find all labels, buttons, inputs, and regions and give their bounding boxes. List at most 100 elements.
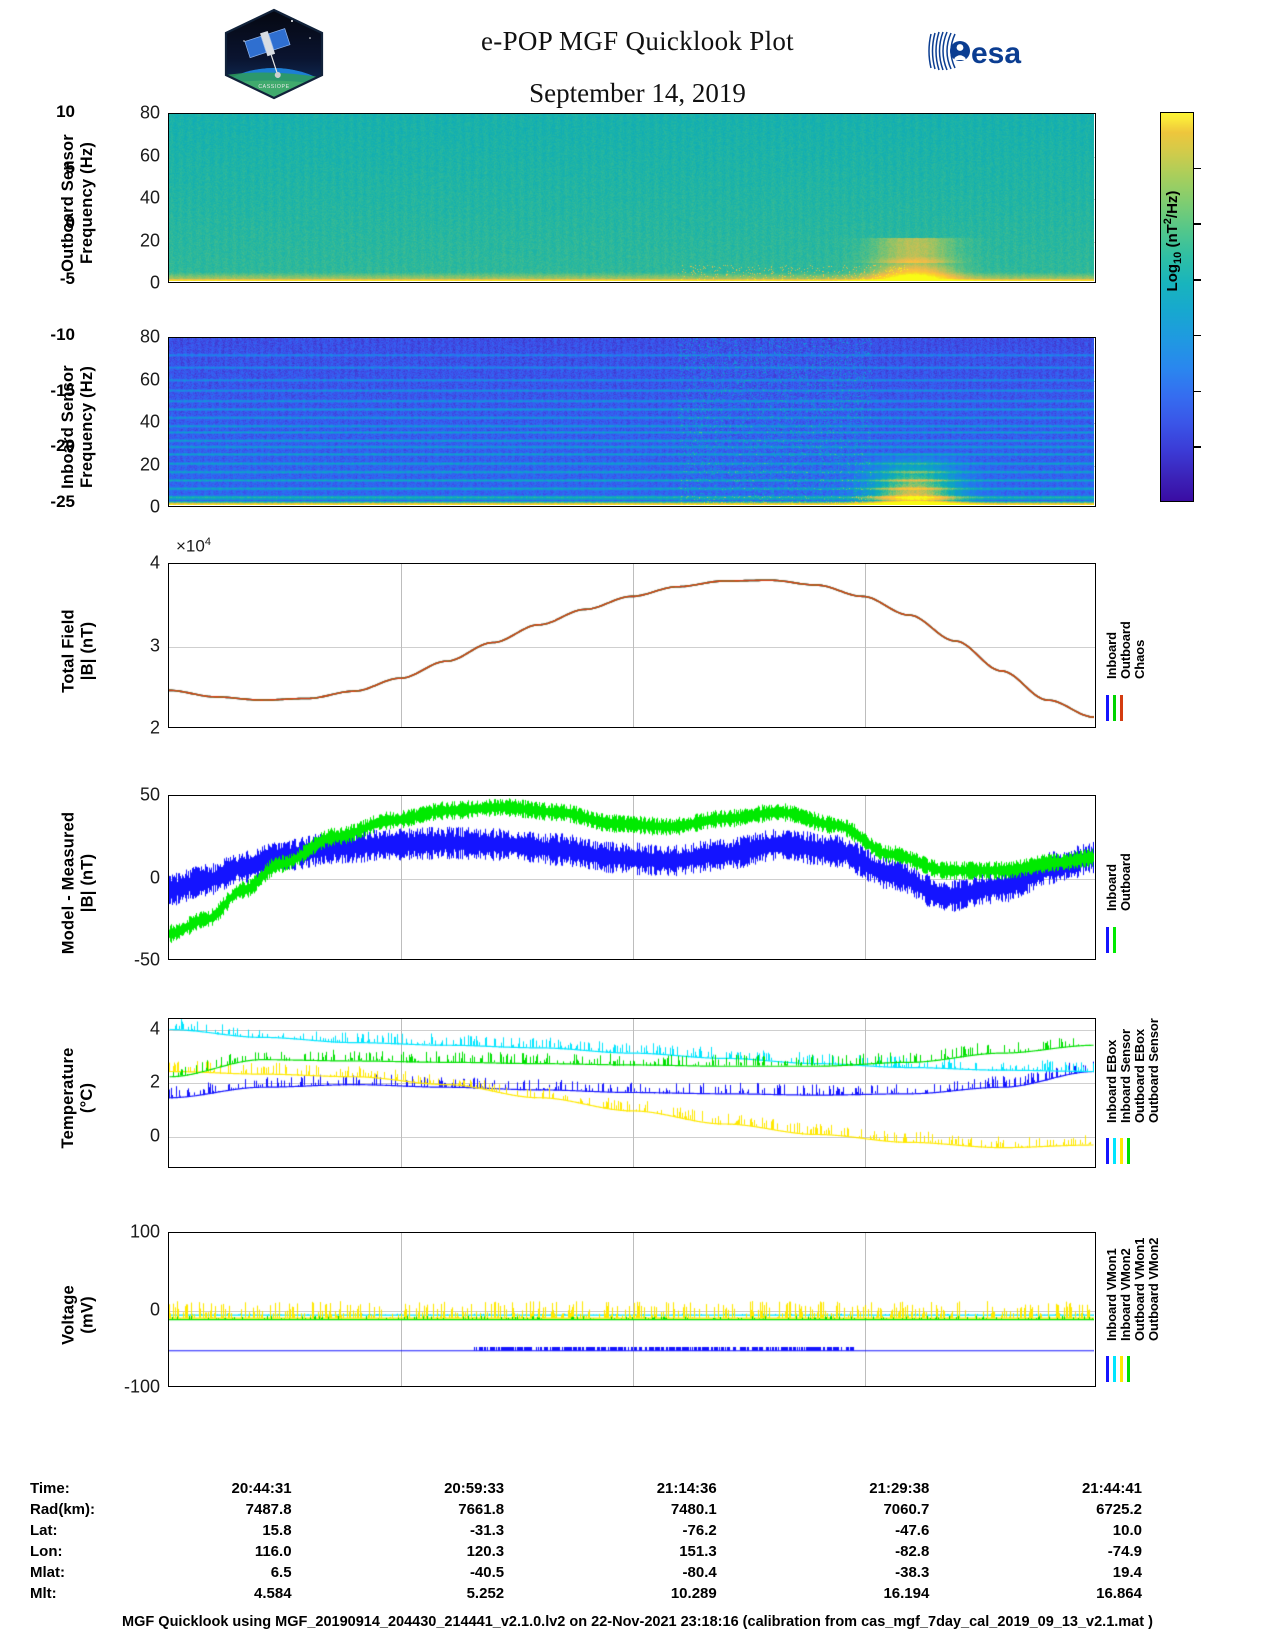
panel-model-minus-measured [168,795,1096,960]
colorbar-label-unit-open: (nT [1164,224,1181,252]
colorbar [1160,112,1194,502]
ephemeris-row: Lat: 15.8 -31.3 -76.2 -47.6 10.0 [30,1520,1180,1541]
legend-color-swatch [1113,1138,1116,1164]
legend-swatches [1106,695,1123,721]
colorbar-label-unit-close: /Hz) [1164,190,1181,219]
legend-label: Chaos [1132,639,1147,679]
ephemeris-row-label: Time: [30,1480,70,1497]
colorbar-tick [1194,223,1201,226]
panel-inboard-spectrogram-ylabel: Inboard Sensor Frequency (Hz) [59,365,96,489]
colorbar-tick-label: 10 [56,102,75,121]
legend-color-swatch [1106,927,1109,953]
panel-temperature-ytick: 4 [149,1018,160,1039]
panel-inboard-spectrogram [168,337,1096,507]
colorbar-axis-label: Log10 (nT2/Hz) [1162,161,1184,321]
colorbar-label-sup: 2 [1162,218,1174,225]
ephemeris-value: -80.4 [682,1564,717,1581]
ephemeris-value: 6725.2 [1096,1501,1142,1518]
panel-outboard-spectrogram-ylabel: Outboard Sensor Frequency (Hz) [59,134,96,272]
ephemeris-value: -40.5 [469,1564,505,1581]
colorbar-tick-label: -10 [50,324,75,344]
panel-inboard-spectrogram-ytick: 80 [139,326,160,347]
ephemeris-row-label: Mlat: [30,1564,65,1581]
ephemeris-value: 7480.1 [670,1501,717,1518]
panel-total-field-ytick: 2 [149,717,160,738]
page-subtitle: September 14, 2019 [529,78,746,108]
legend-label: Inboard [1104,863,1119,911]
ephemeris-row-label: Lon: [30,1543,63,1560]
panel-inboard-spectrogram-plot-area [169,338,1094,505]
panel-inboard-spectrogram-ytick: 20 [139,454,160,474]
panel-temperature-plot-area [169,1019,1094,1166]
ephemeris-value: -82.8 [895,1543,930,1560]
panel-total-field-ytick: 3 [149,635,160,655]
ephemeris-value: 5.252 [466,1585,505,1602]
colorbar-tick-label: -25 [50,492,75,511]
ephemeris-row: Rad(km): 7487.8 7661.8 7480.1 7060.7 6725.2 [30,1499,1180,1520]
panel-voltage-ylabel: Voltage (mV) [59,1284,96,1345]
panel-inboard-spectrogram-ytick: 60 [139,369,160,389]
legend-label: Outboard VMon1 [1132,1237,1147,1341]
panel-outboard-spectrogram [168,113,1096,283]
ephemeris-value: -31.3 [469,1522,505,1539]
panel-total-field-plot-area [169,564,1094,726]
legend-label: Inboard VMon1 [1104,1247,1119,1341]
colorbar-tick [1194,390,1201,393]
ephemeris-value: -38.3 [895,1564,930,1581]
ephemeris-row: Mlt: 4.584 5.252 10.289 16.194 16.864 [30,1583,1180,1604]
colorbar-tick-label: 0 [65,213,75,233]
colorbar-label-sub: 10 [1172,251,1184,264]
panel-voltage-ytick: -100 [123,1376,160,1397]
colorbar-tick-label: -5 [59,269,75,289]
ephemeris-row-label: Rad(km): [30,1501,96,1518]
ephemeris-value: 15.8 [262,1522,292,1539]
ephemeris-value: 16.864 [1096,1585,1142,1602]
ephemeris-table: Time: 20:44:31 20:59:33 21:14:36 21:29:38 21:… [0,1478,1275,1604]
legend-label: Outboard [1118,852,1133,911]
ephemeris-value: 16.194 [883,1585,930,1602]
ephemeris-value: 151.3 [679,1543,717,1560]
cassiope-mission-logo: CASSIOPE [222,8,326,100]
ephemeris-row: Time: 20:44:31 20:59:33 21:14:36 21:29:38 21:… [30,1478,1180,1499]
colorbar-tick-label: -20 [50,436,75,456]
panel-inboard-spectrogram-ytick: 0 [149,496,160,517]
legend-color-swatch [1127,1356,1130,1382]
ephemeris-row-label: Mlt: [30,1585,57,1602]
ephemeris-value: 120.3 [466,1543,505,1560]
colorbar-tick-label: 5 [65,157,75,177]
panel-total-field-ytick: 4 [149,552,160,573]
legend-color-swatch [1113,1356,1116,1382]
legend-color-swatch [1120,1138,1123,1164]
legend-color-swatch [1113,695,1116,721]
ephemeris-value: 19.4 [1112,1564,1142,1581]
panel-temperature [168,1018,1096,1168]
panel-voltage-plot-area [169,1233,1094,1385]
panel-outboard-spectrogram-ytick: 20 [139,230,160,250]
panel-outboard-spectrogram-ytick: 40 [139,187,160,208]
legend-label: Outboard EBox [1132,1028,1147,1123]
panel-voltage [168,1232,1096,1387]
legend-swatches [1106,1356,1130,1382]
exp-power: 4 [204,536,211,548]
legend-label: Inboard EBox [1104,1039,1119,1123]
ephemeris-value: 116.0 [254,1543,292,1560]
legend-label: Outboard Sensor [1146,1018,1161,1123]
panel-temperature-ytick: 0 [149,1125,160,1146]
colorbar-label-log: Log [1164,263,1181,292]
panel-voltage-ytick: 100 [129,1221,160,1242]
panel-model-minus-measured-ytick: -50 [133,949,160,970]
ephemeris-value: -76.2 [682,1522,717,1539]
ephemeris-value: 21:29:38 [869,1480,930,1497]
ephemeris-row: Lon: 116.0 120.3 151.3 -82.8 -74.9 [30,1541,1180,1562]
footer-caption: MGF Quicklook using MGF_20190914_204430_… [122,1614,1153,1630]
ephemeris-table-grid: Time: 20:44:31 20:59:33 21:14:36 21:29:38 21:… [30,1478,1180,1604]
ephemeris-row: Mlat: 6.5 -40.5 -80.4 -38.3 19.4 [30,1562,1180,1583]
esa-wordmark: esa [971,37,1021,70]
panel-model-minus-measured-ylabel: Model - Measured |B| (nT) [59,811,96,954]
legend-label: Inboard [1104,631,1119,679]
panel-total-field-exponent: ×104 [176,536,211,557]
legend-color-swatch [1120,1356,1123,1382]
legend-swatches [1106,927,1116,953]
ephemeris-value: 10.289 [670,1585,717,1602]
panel-model-minus-measured-ytick: 0 [149,867,160,887]
